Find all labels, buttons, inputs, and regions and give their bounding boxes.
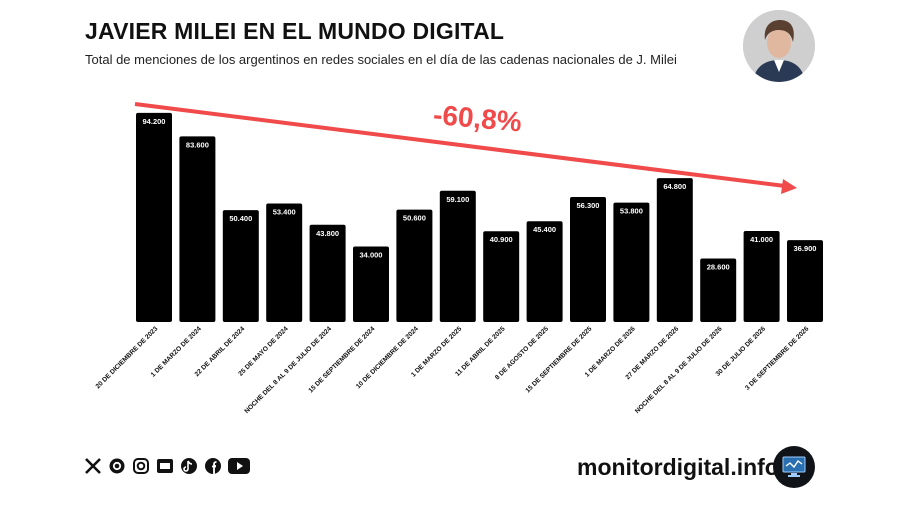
bar-5 [309, 224, 346, 322]
value-label-6: 34.000 [360, 251, 383, 260]
tiktok-icon[interactable] [179, 456, 199, 476]
bar-2 [179, 136, 216, 322]
value-label-8: 59.100 [446, 195, 469, 204]
bar-14 [700, 258, 737, 322]
x-tick-label-1: 20 DE DICIEMBRE DE 2023 [95, 325, 160, 390]
x-tick-label-9: 11 DE ABRIL DE 2025 [454, 325, 507, 378]
youtube-icon[interactable] [227, 456, 251, 476]
bar-12 [613, 202, 650, 322]
value-label-12: 53.800 [620, 207, 643, 216]
instagram-icon[interactable] [131, 456, 151, 476]
site-url[interactable]: monitordigital.info [577, 454, 779, 480]
trend-arrow-head [781, 179, 797, 194]
x-tick-label-15: 30 DE JULIO DE 2026 [715, 325, 768, 378]
value-label-16: 36.900 [794, 244, 817, 253]
monitor-logo-icon [773, 446, 815, 488]
value-label-15: 41.000 [750, 235, 773, 244]
threads-icon[interactable] [107, 456, 127, 476]
bar-8 [439, 190, 476, 322]
bar-7 [396, 209, 433, 322]
value-label-14: 28.600 [707, 263, 730, 272]
value-label-2: 83.600 [186, 140, 209, 149]
bar-10 [526, 221, 563, 322]
value-label-13: 64.800 [663, 182, 686, 191]
person-icon [743, 10, 815, 82]
chart-subtitle: Total de menciones de los argentinos en … [85, 52, 677, 67]
bar-4 [266, 203, 303, 322]
value-label-7: 50.600 [403, 214, 426, 223]
bar-16 [787, 240, 823, 322]
x-tick-label-14: NOCHE DEL 8 AL 9 DE JULIO DE 2026 [634, 325, 724, 415]
x-tick-label-3: 22 DE ABRIL DE 2024 [194, 325, 247, 378]
change-annotation: -60,8% [432, 99, 523, 138]
value-label-10: 45.400 [533, 225, 556, 234]
bar-9 [483, 231, 520, 322]
bar-11 [570, 197, 606, 322]
facebook-icon[interactable] [203, 456, 223, 476]
portrait-avatar [743, 10, 815, 82]
value-label-5: 43.800 [316, 229, 339, 238]
x-tick-label-4: 25 DE MAYO DE 2024 [237, 325, 289, 377]
value-label-1: 94.200 [143, 117, 166, 126]
bar-1 [136, 112, 172, 322]
x-icon[interactable] [83, 456, 103, 476]
x-tick-label-5: NOCHE DEL 8 AL 9 DE JULIO DE 2024 [243, 325, 333, 415]
bar-6 [353, 246, 389, 322]
value-label-9: 40.900 [490, 235, 513, 244]
bar-3 [222, 210, 259, 322]
bar-15 [743, 230, 780, 322]
trend-arrow-line [134, 102, 786, 188]
value-label-4: 53.400 [273, 207, 296, 216]
social-icons [83, 456, 251, 476]
value-label-11: 56.300 [577, 201, 600, 210]
chart-title: JAVIER MILEI EN EL MUNDO DIGITAL [85, 18, 505, 44]
value-label-3: 50.400 [229, 214, 252, 223]
kick-icon[interactable] [155, 456, 175, 476]
bar-13 [656, 178, 693, 322]
